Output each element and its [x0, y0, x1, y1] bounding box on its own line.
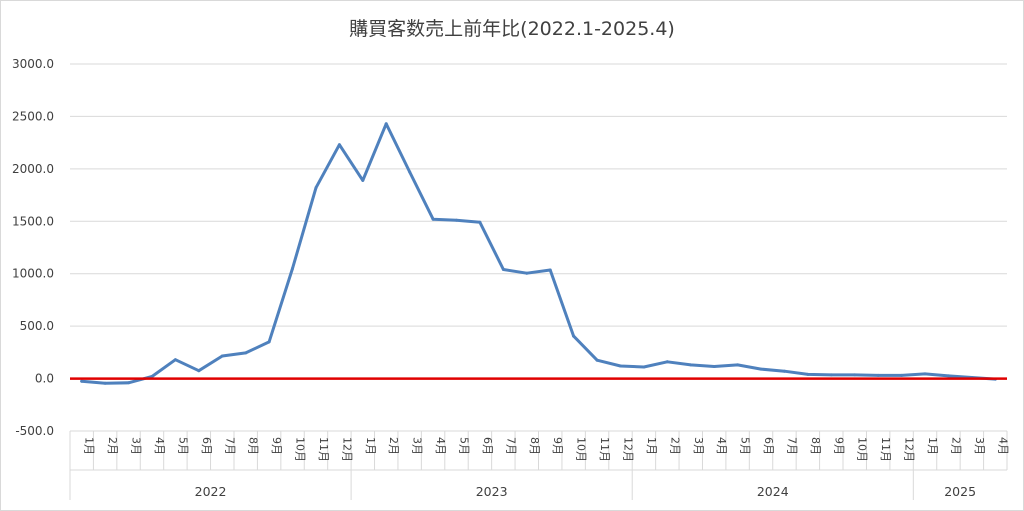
- data-point: [712, 365, 716, 368]
- y-tick-label: 1500.0: [12, 214, 54, 228]
- data-point: [572, 334, 576, 338]
- data-point: [408, 170, 412, 174]
- x-tick-label: 11月: [317, 437, 330, 462]
- data-point: [127, 381, 131, 385]
- x-tick-label: 6月: [762, 437, 775, 455]
- data-point: [244, 351, 248, 355]
- x-tick-label: 3月: [692, 437, 705, 455]
- data-point: [548, 268, 552, 272]
- year-label: 2025: [944, 484, 976, 499]
- chart-title: 購買客数売上前年比(2022.1-2025.4): [349, 18, 675, 40]
- x-tick-label: 12月: [621, 437, 634, 462]
- y-tick-label: 500.0: [20, 319, 54, 333]
- data-point: [642, 365, 646, 369]
- x-tick-label: 4月: [153, 437, 166, 455]
- data-point: [876, 373, 880, 377]
- data-point: [595, 358, 599, 362]
- x-tick-label: 2月: [668, 437, 681, 455]
- data-point: [384, 122, 388, 126]
- data-point: [783, 369, 786, 373]
- data-point: [337, 143, 341, 147]
- series-line: [80, 122, 997, 385]
- data-point: [455, 218, 458, 222]
- data-point: [619, 364, 622, 368]
- x-tick-label: 12月: [903, 437, 916, 462]
- x-tick-label: 10月: [575, 437, 588, 462]
- x-tick-label: 3月: [130, 437, 143, 455]
- x-tick-label: 2月: [949, 437, 962, 455]
- data-point: [80, 379, 84, 383]
- data-point: [923, 372, 927, 376]
- data-point: [853, 373, 857, 377]
- x-tick-label: 5月: [176, 437, 189, 455]
- x-tick-label: 4月: [715, 437, 728, 455]
- x-tick-label: 5月: [739, 437, 752, 455]
- x-tick-label: 9月: [551, 437, 564, 455]
- x-tick-label: 11月: [598, 437, 611, 462]
- data-point: [665, 360, 669, 364]
- data-point: [314, 186, 318, 190]
- x-tick-label: 2月: [106, 437, 119, 455]
- x-tick-label: 8月: [809, 437, 822, 455]
- year-label: 2022: [195, 484, 227, 499]
- data-point: [267, 340, 271, 344]
- x-tick-label: 4月: [996, 437, 1009, 455]
- data-point: [431, 217, 435, 221]
- data-point: [525, 271, 529, 275]
- x-tick-label: 1月: [83, 437, 96, 455]
- x-tick-label: 7月: [504, 437, 517, 455]
- x-tick-label: 1月: [364, 437, 377, 455]
- x-tick-label: 7月: [223, 437, 236, 455]
- x-tick-label: 6月: [481, 437, 494, 455]
- x-tick-label: 3月: [973, 437, 986, 455]
- data-point: [150, 375, 154, 378]
- x-tick-label: 10月: [294, 437, 307, 462]
- data-point: [197, 369, 201, 373]
- data-point: [501, 268, 505, 271]
- data-point: [736, 363, 740, 367]
- data-point: [806, 372, 810, 376]
- data-point: [103, 381, 107, 385]
- data-point: [689, 363, 693, 367]
- year-label: 2024: [757, 484, 789, 499]
- data-point: [478, 220, 482, 224]
- year-label: 2023: [476, 484, 508, 499]
- x-tick-label: 8月: [247, 437, 260, 455]
- x-tick-label: 12月: [340, 437, 353, 462]
- data-point: [220, 354, 224, 358]
- y-tick-label: -500.0: [15, 424, 54, 438]
- y-tick-label: 2000.0: [12, 162, 54, 176]
- data-point: [900, 373, 904, 377]
- x-tick-label: 2月: [387, 437, 400, 455]
- x-tick-label: 1月: [645, 437, 658, 455]
- x-tick-label: 10月: [856, 437, 869, 462]
- x-tick-label: 8月: [528, 437, 541, 455]
- data-point: [946, 374, 950, 378]
- data-point: [291, 267, 294, 270]
- x-tick-label: 4月: [434, 437, 447, 455]
- x-tick-label: 11月: [879, 437, 892, 462]
- data-point: [829, 373, 833, 377]
- x-tick-label: 5月: [458, 437, 471, 455]
- x-tick-label: 9月: [832, 437, 845, 455]
- y-tick-label: 3000.0: [12, 57, 54, 71]
- x-tick-label: 6月: [200, 437, 213, 455]
- y-tick-label: 2500.0: [12, 109, 54, 123]
- x-tick-label: 9月: [270, 437, 283, 455]
- y-tick-label: 0.0: [35, 372, 54, 386]
- x-tick-label: 3月: [411, 437, 424, 455]
- data-point: [361, 178, 365, 182]
- x-tick-label: 7月: [785, 437, 798, 455]
- y-tick-label: 1000.0: [12, 267, 54, 281]
- x-tick-label: 1月: [926, 437, 939, 455]
- data-point: [759, 367, 763, 371]
- data-point: [173, 358, 177, 362]
